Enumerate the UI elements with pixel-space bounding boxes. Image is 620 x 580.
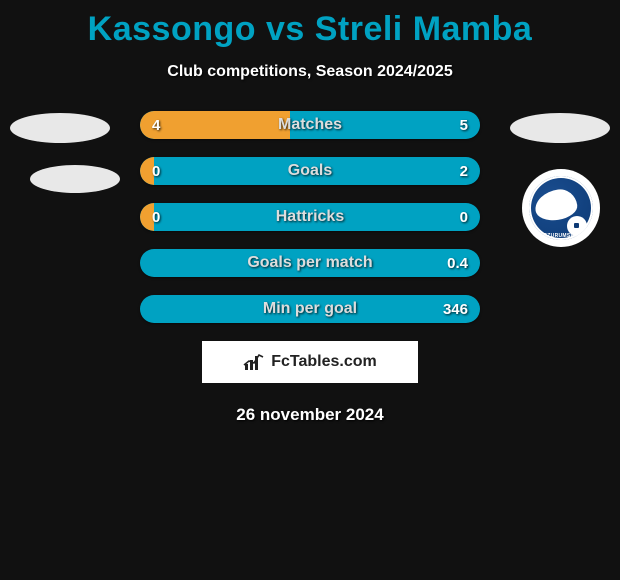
stat-right-value: 2 (460, 157, 468, 185)
page-subtitle: Club competitions, Season 2024/2025 (0, 63, 620, 81)
right-club-crest: ERZURUMSPOR (522, 169, 600, 247)
right-club-crest-text: ERZURUMSPOR (529, 233, 593, 239)
stat-label: Goals per match (140, 249, 480, 277)
page-title: Kassongo vs Streli Mamba (0, 0, 620, 49)
stat-right-value: 0 (460, 203, 468, 231)
footer-date: 26 november 2024 (0, 405, 620, 425)
stat-bar: 4Matches5 (140, 111, 480, 139)
chart-icon (243, 352, 265, 372)
stat-bar: Goals per match0.4 (140, 249, 480, 277)
stat-bar: Min per goal346 (140, 295, 480, 323)
stat-bar: 0Goals2 (140, 157, 480, 185)
stat-right-value: 5 (460, 111, 468, 139)
brand-text: FcTables.com (271, 353, 377, 371)
stat-right-value: 0.4 (447, 249, 468, 277)
stat-right-value: 346 (443, 295, 468, 323)
comparison-bars: 4Matches50Goals20Hattricks0Goals per mat… (140, 111, 480, 323)
stat-label: Matches (140, 111, 480, 139)
stat-label: Min per goal (140, 295, 480, 323)
stats-area: ERZURUMSPOR 4Matches50Goals20Hattricks0G… (0, 111, 620, 323)
stat-label: Hattricks (140, 203, 480, 231)
brand-badge: FcTables.com (202, 341, 418, 383)
stat-label: Goals (140, 157, 480, 185)
stat-bar: 0Hattricks0 (140, 203, 480, 231)
player-left-silhouette (10, 101, 110, 201)
